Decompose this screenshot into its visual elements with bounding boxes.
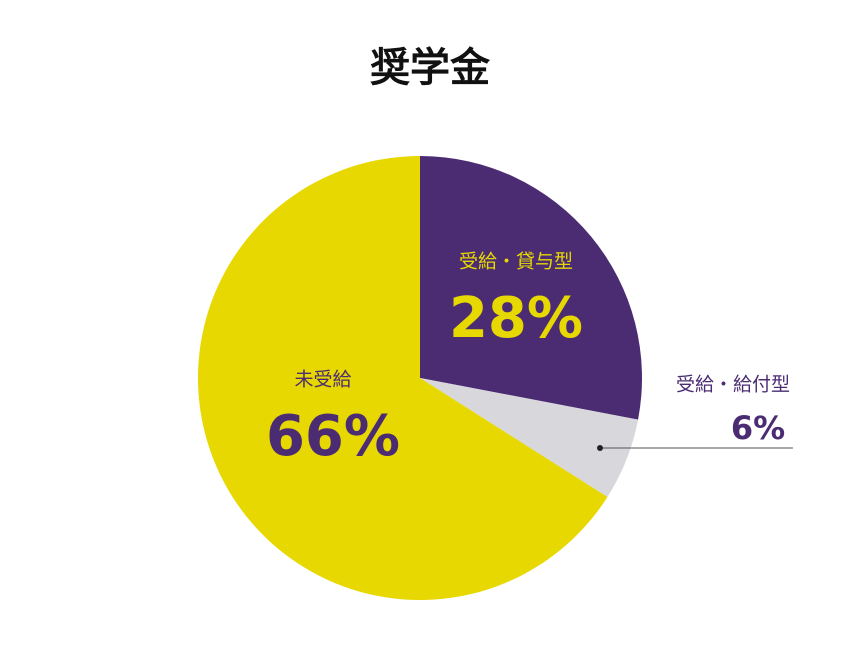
pie-slice [420, 378, 639, 497]
pie-slice [198, 156, 608, 601]
slice-label: 未受給 [294, 369, 351, 391]
slice-label: 受給・貸与型 [459, 251, 573, 273]
value-label: 6% [731, 409, 785, 447]
slice-label: 受給・給付型 [676, 374, 790, 396]
chart-title: 奨学金 [370, 45, 491, 91]
value-label: 28% [449, 286, 583, 351]
leader-dot [597, 445, 603, 451]
value-label: 66% [266, 404, 400, 469]
pie-slice [420, 156, 642, 420]
